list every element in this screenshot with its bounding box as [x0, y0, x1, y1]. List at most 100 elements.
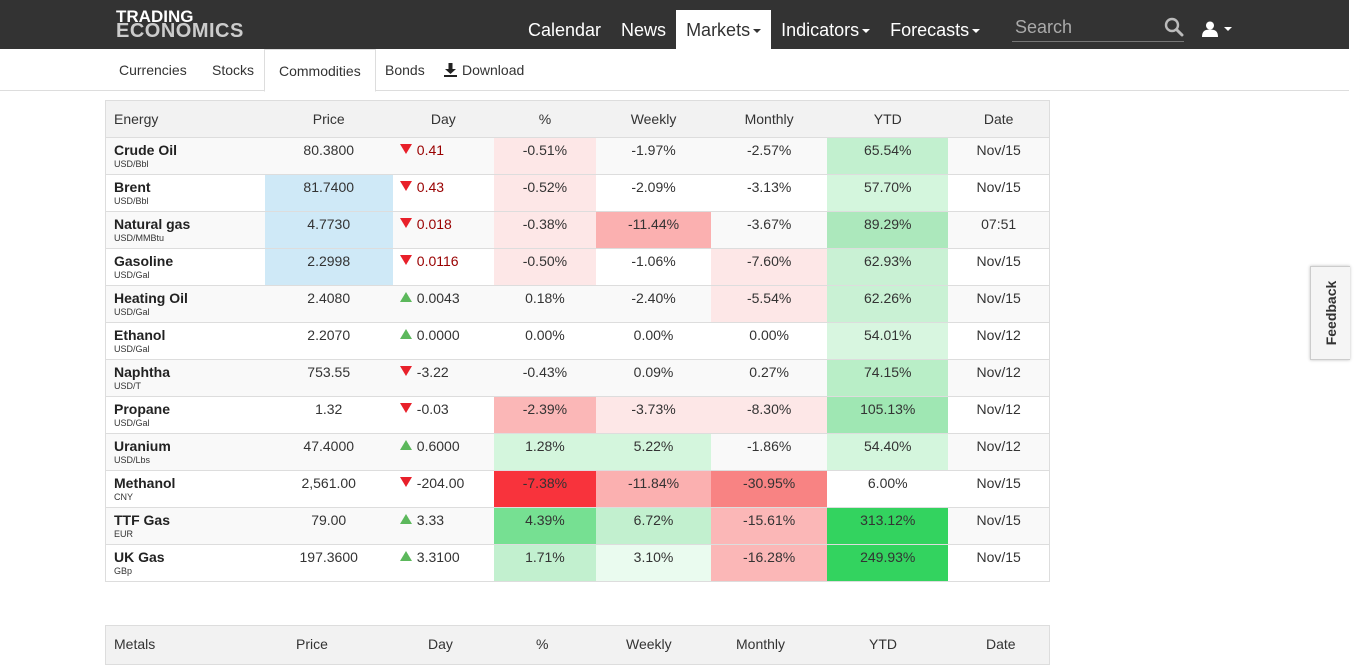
search-input[interactable]	[1012, 14, 1152, 40]
arrow-down-icon	[399, 477, 412, 487]
cell-name[interactable]: Methanol CNY	[105, 470, 265, 508]
cell-name[interactable]: TTF Gas EUR	[105, 507, 265, 545]
table-row[interactable]: Heating Oil USD/Gal 2.4080 0.0043 0.18% -2.40…	[105, 285, 1050, 323]
arrow-up-icon	[399, 514, 412, 524]
column-header[interactable]: Metals	[114, 636, 156, 652]
cell-price: 2,561.00	[264, 470, 393, 508]
arrow-up-icon	[399, 329, 412, 339]
cell-price: 79.00	[264, 507, 393, 545]
column-header[interactable]: Date	[986, 636, 1016, 652]
cell-monthly: -3.13%	[711, 174, 828, 212]
search-icon[interactable]	[1164, 17, 1184, 37]
column-header[interactable]: Monthly	[711, 100, 828, 138]
cell-monthly: -30.95%	[711, 470, 828, 508]
cell-weekly: 0.09%	[595, 359, 712, 397]
commodity-name[interactable]: Ethanol	[114, 327, 166, 343]
table-row[interactable]: TTF Gas EUR 79.00 3.33 4.39% 6.72% -15.61% 313.…	[105, 507, 1050, 545]
column-header[interactable]: Weekly	[626, 636, 672, 652]
commodity-name[interactable]: Natural gas	[114, 216, 191, 232]
cell-pct: -0.52%	[493, 174, 596, 212]
commodity-name[interactable]: TTF Gas	[114, 512, 171, 528]
nav-indicators[interactable]: Indicators	[771, 10, 880, 49]
tab-bonds[interactable]: Bonds	[385, 62, 425, 78]
column-header[interactable]: Monthly	[736, 636, 786, 652]
top-navbar: TRADING ECONOMICS Calendar News Markets Ind…	[0, 0, 1349, 49]
table-row[interactable]: UK Gas GBp 197.3600 3.3100 1.71% 3.10% -16.28%…	[105, 544, 1050, 582]
cell-pct: -2.39%	[493, 396, 596, 434]
cell-pct: -7.38%	[493, 470, 596, 508]
nav-calendar[interactable]: Calendar	[518, 10, 611, 49]
cell-name[interactable]: Ethanol USD/Gal	[105, 322, 265, 360]
commodity-name[interactable]: Naphtha	[114, 364, 170, 380]
commodity-name[interactable]: Brent	[114, 179, 151, 195]
feedback-tab[interactable]: Feedback	[1310, 266, 1350, 360]
cell-pct: 1.71%	[493, 544, 596, 582]
column-header[interactable]: Day	[392, 100, 494, 138]
table-row[interactable]: Natural gas USD/MMBtu 4.7730 0.018 -0.38% -11…	[105, 211, 1050, 249]
cell-weekly: 6.72%	[595, 507, 712, 545]
column-header[interactable]: Energy	[105, 100, 265, 138]
cell-name[interactable]: UK Gas GBp	[105, 544, 265, 582]
column-header[interactable]: Price	[296, 636, 328, 652]
cell-monthly: -8.30%	[711, 396, 828, 434]
download-label: Download	[462, 62, 525, 78]
tab-commodities[interactable]: Commodities	[264, 49, 376, 92]
cell-name[interactable]: Uranium USD/Lbs	[105, 433, 265, 471]
commodity-name[interactable]: Propane	[114, 401, 171, 417]
nav-markets[interactable]: Markets	[676, 10, 772, 49]
column-header[interactable]: Day	[428, 636, 453, 652]
cell-price: 4.7730	[264, 211, 393, 249]
commodity-unit: USD/Gal	[114, 418, 150, 428]
cell-ytd: 65.54%	[827, 137, 949, 175]
arrow-down-icon	[399, 144, 412, 154]
column-header[interactable]: Price	[264, 100, 393, 138]
column-header[interactable]: %	[493, 100, 596, 138]
table-row[interactable]: Brent USD/Bbl 81.7400 0.43 -0.52% -2.09% -3.13…	[105, 174, 1050, 212]
cell-name[interactable]: Heating Oil USD/Gal	[105, 285, 265, 323]
cell-name[interactable]: Naphtha USD/T	[105, 359, 265, 397]
column-header[interactable]: Date	[948, 100, 1050, 138]
commodity-name[interactable]: Heating Oil	[114, 290, 188, 306]
column-header[interactable]: Weekly	[595, 100, 712, 138]
table-row[interactable]: Naphtha USD/T 753.55 -3.22 -0.43% 0.09% 0.27% 7…	[105, 359, 1050, 397]
nav-forecasts[interactable]: Forecasts	[880, 10, 990, 49]
commodity-unit: GBp	[114, 566, 133, 576]
cell-date: Nov/15	[948, 544, 1050, 582]
search-box	[1012, 14, 1184, 42]
arrow-down-icon	[399, 366, 412, 376]
cell-name[interactable]: Propane USD/Gal	[105, 396, 265, 434]
commodity-unit: CNY	[114, 492, 134, 502]
download-link[interactable]: Download	[430, 49, 538, 91]
nav-news[interactable]: News	[611, 10, 676, 49]
table-row[interactable]: Propane USD/Gal 1.32 -0.03 -2.39% -3.73% -8.30…	[105, 396, 1050, 434]
feedback-label: Feedback	[1322, 280, 1339, 346]
table-row[interactable]: Uranium USD/Lbs 47.4000 0.6000 1.28% 5.22% -1.…	[105, 433, 1050, 471]
cell-day: 0.0116	[392, 248, 494, 286]
cell-name[interactable]: Natural gas USD/MMBtu	[105, 211, 265, 249]
table-row[interactable]: Crude Oil USD/Bbl 80.3800 0.41 -0.51% -1.97% -…	[105, 137, 1050, 175]
column-header[interactable]: %	[536, 636, 549, 652]
cell-name[interactable]: Crude Oil USD/Bbl	[105, 137, 265, 175]
cell-name[interactable]: Brent USD/Bbl	[105, 174, 265, 212]
user-menu[interactable]	[1202, 18, 1232, 40]
column-header[interactable]: YTD	[869, 636, 897, 652]
column-header[interactable]: YTD	[827, 100, 949, 138]
day-change: 0.0000	[416, 327, 460, 343]
brand-logo[interactable]: TRADING ECONOMICS	[116, 8, 244, 41]
cell-day: 0.41	[392, 137, 494, 175]
cell-pct: -0.38%	[493, 211, 596, 249]
commodity-name[interactable]: UK Gas	[114, 549, 165, 565]
cell-ytd: 313.12%	[827, 507, 949, 545]
commodity-name[interactable]: Crude Oil	[114, 142, 178, 158]
tab-stocks[interactable]: Stocks	[212, 62, 255, 78]
cell-weekly: -3.73%	[595, 396, 712, 434]
day-change: 3.3100	[416, 549, 460, 565]
table-row[interactable]: Gasoline USD/Gal 2.2998 0.0116 -0.50% -1.06% -…	[105, 248, 1050, 286]
commodity-name[interactable]: Methanol	[114, 475, 176, 491]
commodity-name[interactable]: Uranium	[114, 438, 171, 454]
table-row[interactable]: Methanol CNY 2,561.00 -204.00 -7.38% -11.84% -…	[105, 470, 1050, 508]
commodity-name[interactable]: Gasoline	[114, 253, 174, 269]
tab-currencies[interactable]: Currencies	[119, 62, 187, 78]
cell-name[interactable]: Gasoline USD/Gal	[105, 248, 265, 286]
table-row[interactable]: Ethanol USD/Gal 2.2070 0.0000 0.00% 0.00% 0.00…	[105, 322, 1050, 360]
